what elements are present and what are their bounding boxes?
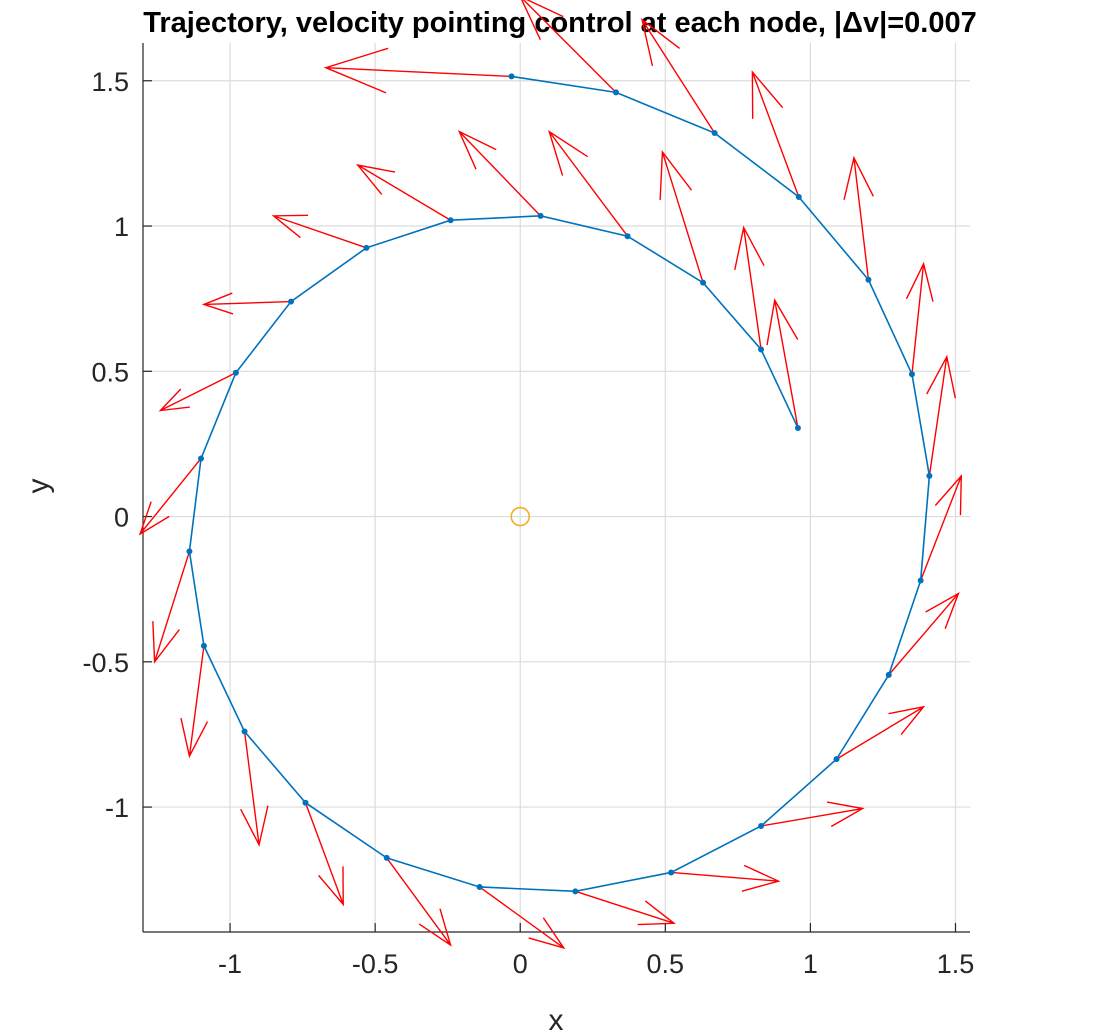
trajectory-node — [241, 728, 248, 735]
trajectory-node — [572, 888, 579, 895]
trajectory-node — [926, 472, 933, 479]
grid-lines — [143, 43, 970, 932]
trajectory-node — [302, 799, 309, 806]
control-arrow — [920, 473, 963, 581]
control-arrow — [734, 225, 765, 350]
trajectory-node — [758, 822, 765, 829]
trajectory-node — [711, 130, 718, 137]
trajectory-node — [198, 455, 205, 462]
y-tick-label: 0.5 — [91, 357, 129, 387]
control-arrow — [180, 645, 209, 759]
trajectory-node — [908, 371, 915, 378]
y-tick-labels: -1 -0.5 0 0.5 1 1.5 — [82, 67, 129, 823]
control-arrow — [158, 372, 237, 412]
x-tick-label: -1 — [218, 949, 242, 979]
trajectory-nodes — [186, 73, 933, 895]
control-arrow — [201, 292, 292, 315]
trajectory-node — [833, 756, 840, 763]
trajectory-node — [795, 193, 802, 200]
axes — [142, 43, 970, 933]
control-arrow — [575, 890, 676, 926]
control-arrow — [659, 149, 704, 283]
control-arrow — [548, 129, 629, 237]
control-arrow — [152, 551, 191, 664]
trajectory-node — [885, 671, 892, 678]
y-tick-label: -0.5 — [82, 648, 129, 678]
trajectory-line — [188, 75, 931, 893]
trajectory-node — [865, 276, 872, 283]
control-arrow — [457, 130, 542, 217]
control-arrow — [479, 886, 566, 950]
control-arrow — [766, 298, 799, 429]
trajectory-node — [537, 212, 544, 219]
trajectory-node — [612, 89, 619, 96]
control-arrow — [888, 591, 960, 676]
y-tick-label: -1 — [105, 793, 129, 823]
control-arrow — [521, 0, 617, 93]
control-arrow — [843, 155, 874, 280]
trajectory-node — [200, 642, 207, 649]
control-arrow — [138, 458, 202, 536]
trajectory-node — [508, 73, 515, 80]
trajectory-node — [363, 244, 370, 251]
control-vectors — [138, 0, 963, 950]
trajectory-node — [794, 424, 801, 431]
x-tick-labels: -1 -0.5 0 0.5 1 1.5 — [218, 949, 974, 979]
control-arrow — [671, 864, 781, 892]
x-tick-label: -0.5 — [352, 949, 399, 979]
trajectory-node — [186, 548, 193, 555]
control-arrow — [386, 857, 452, 947]
chart-title: Trajectory, velocity pointing control at… — [143, 7, 976, 39]
control-arrow — [355, 163, 451, 221]
y-tick-label: 0 — [114, 503, 129, 533]
x-tick-label: 1.5 — [937, 949, 975, 979]
x-axis-label: x — [549, 1004, 564, 1035]
control-arrow — [751, 70, 800, 198]
x-tick-label: 1 — [803, 949, 818, 979]
trajectory-node — [624, 233, 631, 240]
y-tick-label: 1 — [114, 212, 129, 242]
x-tick-label: 0 — [513, 949, 528, 979]
trajectory-node — [447, 217, 454, 224]
x-tick-label: 0.5 — [647, 949, 685, 979]
control-arrow — [304, 802, 344, 907]
control-arrow — [905, 261, 934, 375]
trajectory-node — [758, 346, 765, 353]
control-arrow — [640, 18, 716, 134]
trajectory-node — [700, 279, 707, 286]
control-arrow — [323, 47, 512, 94]
trajectory-node — [476, 883, 483, 890]
control-arrow — [836, 705, 926, 760]
trajectory-node — [287, 298, 294, 305]
y-tick-label: 1.5 — [91, 67, 129, 97]
central-body-marker — [510, 506, 531, 527]
control-arrow — [240, 731, 269, 847]
trajectory-node — [383, 854, 390, 861]
plot-area — [138, 0, 963, 950]
trajectory-node — [917, 577, 924, 584]
control-arrow — [271, 214, 367, 249]
control-arrow — [760, 801, 865, 828]
y-axis-label: y — [22, 479, 55, 494]
trajectory-node — [232, 369, 239, 376]
control-arrow — [926, 354, 957, 476]
trajectory-node — [668, 869, 675, 876]
